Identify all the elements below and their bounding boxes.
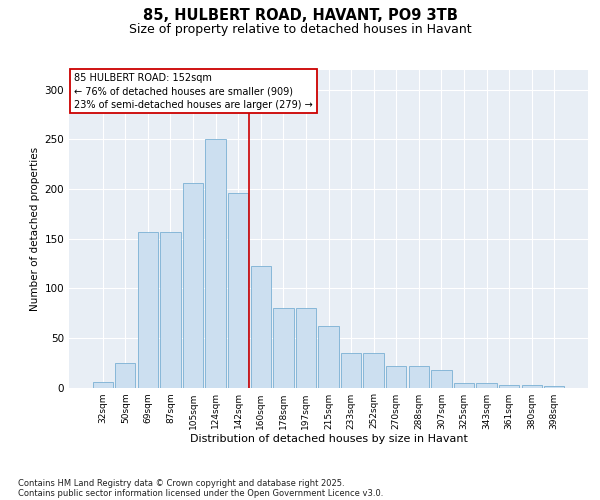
Bar xyxy=(296,308,316,388)
Bar xyxy=(183,183,203,388)
Bar xyxy=(115,362,136,388)
Bar xyxy=(319,326,338,388)
Y-axis label: Number of detached properties: Number of detached properties xyxy=(30,146,40,311)
Text: 85 HULBERT ROAD: 152sqm
← 76% of detached houses are smaller (909)
23% of semi-d: 85 HULBERT ROAD: 152sqm ← 76% of detache… xyxy=(74,73,313,110)
Text: 85, HULBERT ROAD, HAVANT, PO9 3TB: 85, HULBERT ROAD, HAVANT, PO9 3TB xyxy=(143,8,457,22)
Bar xyxy=(431,370,452,388)
Bar xyxy=(454,382,474,388)
Bar xyxy=(251,266,271,388)
Bar xyxy=(386,366,406,388)
Text: Contains public sector information licensed under the Open Government Licence v3: Contains public sector information licen… xyxy=(18,488,383,498)
X-axis label: Distribution of detached houses by size in Havant: Distribution of detached houses by size … xyxy=(190,434,467,444)
Bar xyxy=(341,353,361,388)
Bar xyxy=(544,386,565,388)
Bar xyxy=(92,382,113,388)
Bar xyxy=(364,353,384,388)
Bar xyxy=(138,232,158,388)
Bar xyxy=(409,366,429,388)
Bar xyxy=(228,193,248,388)
Bar xyxy=(273,308,293,388)
Bar xyxy=(205,140,226,388)
Bar xyxy=(160,232,181,388)
Text: Contains HM Land Registry data © Crown copyright and database right 2025.: Contains HM Land Registry data © Crown c… xyxy=(18,478,344,488)
Bar xyxy=(476,382,497,388)
Bar xyxy=(521,384,542,388)
Bar xyxy=(499,384,519,388)
Text: Size of property relative to detached houses in Havant: Size of property relative to detached ho… xyxy=(128,22,472,36)
